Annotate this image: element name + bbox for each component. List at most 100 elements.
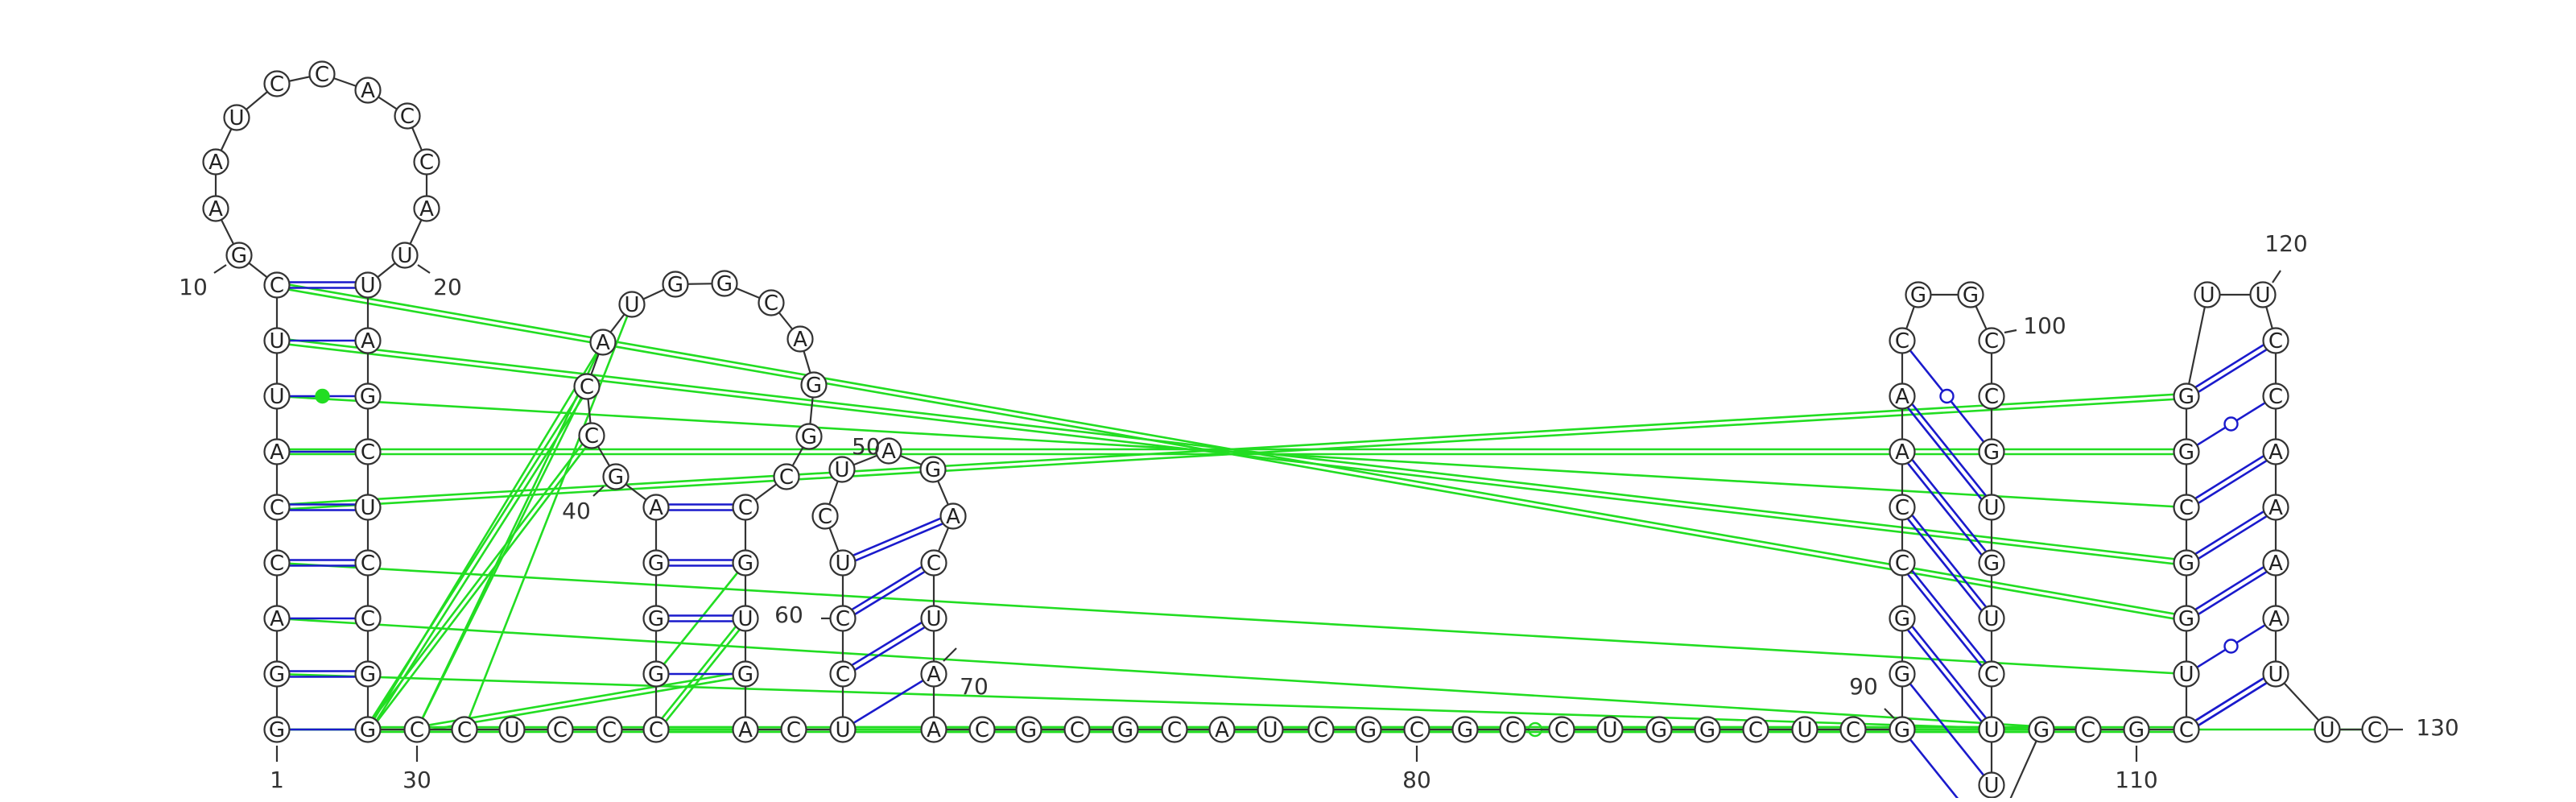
base-pair-line (851, 621, 923, 667)
nucleotide-120: U (2194, 281, 2221, 308)
nucleotide-letter: A (927, 718, 941, 742)
nucleotide-letter: U (2199, 283, 2215, 308)
nucleotide-circle (2262, 382, 2289, 410)
nucleotide-circle (2194, 281, 2221, 308)
position-number: 50 (852, 433, 881, 460)
position-number: 120 (2264, 230, 2307, 257)
base-pair-line (1911, 570, 1988, 664)
nucleotide-27: C (354, 605, 382, 632)
nucleotide-circle (394, 102, 421, 130)
nucleotide-letter: G (925, 458, 941, 482)
nucleotide-20: U (391, 242, 419, 269)
nucleotide-89: C (1839, 716, 1867, 743)
nucleotide-circle (354, 271, 382, 299)
nucleotide-letter: C (2081, 718, 2095, 742)
nucleotide-3: A (263, 605, 291, 632)
nucleotide-circle (354, 76, 382, 104)
nucleotide-letter: A (927, 663, 941, 687)
base-pair-line (1911, 515, 1988, 608)
nucleotide-letter: C (1984, 385, 1999, 409)
base-pair-line (1906, 629, 1983, 722)
position-number: 60 (774, 602, 803, 628)
nucleotide-letter: G (269, 663, 285, 687)
nucleotide-circle (263, 70, 291, 97)
nucleotide-21: U (354, 271, 382, 299)
nucleotide-36: G (642, 660, 670, 688)
nucleotide-94: C (1889, 494, 1916, 521)
nucleotide-81: G (1451, 716, 1479, 743)
nucleotide-letter: A (208, 151, 223, 175)
nucleotide-letter: C (361, 552, 375, 576)
position-number: 90 (1849, 673, 1878, 700)
nucleotide-42: C (573, 373, 601, 400)
nucleotide-circle (758, 289, 785, 316)
nucleotide-circle (1889, 549, 1916, 577)
nucleotide-letter: G (2128, 718, 2145, 742)
nucleotide-123: C (2262, 382, 2289, 410)
position-label-70: 70 (943, 647, 989, 700)
base-pair-line (2194, 677, 2264, 721)
nucleotide-circle (732, 660, 759, 688)
nucleotide-118: G (2173, 438, 2200, 465)
nucleotide-circle (828, 456, 856, 483)
nucleotide-circle (263, 271, 291, 299)
nucleotide-circle (354, 660, 382, 688)
nucleotide-letter: C (1984, 329, 1999, 353)
position-number: 30 (402, 767, 431, 793)
nucleotide-circle (1889, 382, 1916, 410)
nucleotide-15: C (308, 60, 336, 88)
nucleotide-62: C (811, 502, 839, 530)
nucleotide-letter: G (2178, 607, 2194, 631)
nucleotide-125: A (2262, 494, 2289, 521)
nucleotide-letter: A (738, 718, 753, 742)
nucleotide-121: U (2249, 281, 2277, 308)
nucleotide-98: G (1905, 281, 1932, 308)
nucleotide-73: C (1063, 716, 1091, 743)
nucleotide-letter: C (1895, 329, 1909, 353)
nucleotide-circle (2173, 438, 2200, 465)
nucleotide-letter: U (835, 552, 850, 576)
nucleotide-103: U (1978, 494, 2005, 521)
nucleotide-letter: C (270, 274, 284, 298)
nucleotide-circle (920, 716, 947, 743)
tertiary-interaction-line (654, 562, 747, 675)
nucleotide-8: U (263, 327, 291, 354)
nucleotide-111: C (2074, 716, 2102, 743)
nucleotide-circle (1742, 716, 1769, 743)
nucleotide-122: C (2262, 327, 2289, 354)
nucleotide-12: A (202, 148, 229, 176)
nucleotide-letter: A (270, 607, 284, 631)
nucleotide-57: C (780, 716, 807, 743)
nucleotide-33: C (547, 716, 574, 743)
nucleotide-6: A (263, 438, 291, 465)
nucleotide-117: C (2173, 494, 2200, 521)
nucleotide-circle (618, 291, 646, 318)
base-pair-line (2198, 515, 2268, 560)
position-label-10: 10 (179, 264, 227, 300)
nucleotide-115: G (2173, 605, 2200, 632)
nucleotide-circle (829, 716, 857, 743)
position-number: 100 (2023, 312, 2066, 339)
nucleotide-letter: G (1651, 718, 1667, 742)
position-label-30: 30 (402, 746, 431, 793)
nucleotide-50: G (795, 423, 823, 450)
position-label-110: 110 (2115, 746, 2158, 793)
nucleotide-circle (2262, 494, 2289, 521)
nucleotide-circle (308, 60, 336, 88)
nucleotide-1: G (263, 716, 291, 743)
nucleotide-61: U (829, 549, 857, 577)
nucleotide-102: G (1978, 438, 2005, 465)
nucleotide-82: C (1499, 716, 1526, 743)
position-label-130: 130 (2388, 714, 2459, 741)
nucleotide-39: A (642, 494, 670, 521)
nucleotide-circle (773, 463, 800, 490)
nucleotide-47: C (758, 289, 785, 316)
nucleotide-23: G (354, 382, 382, 410)
nucleotide-113: C (2173, 716, 2200, 743)
nucleotide-letter: A (361, 329, 375, 353)
position-label-40: 40 (562, 486, 605, 524)
tertiary-interaction-line (276, 561, 2187, 676)
nucleotide-circle (1596, 716, 1624, 743)
nucleotide-126: A (2262, 549, 2289, 577)
